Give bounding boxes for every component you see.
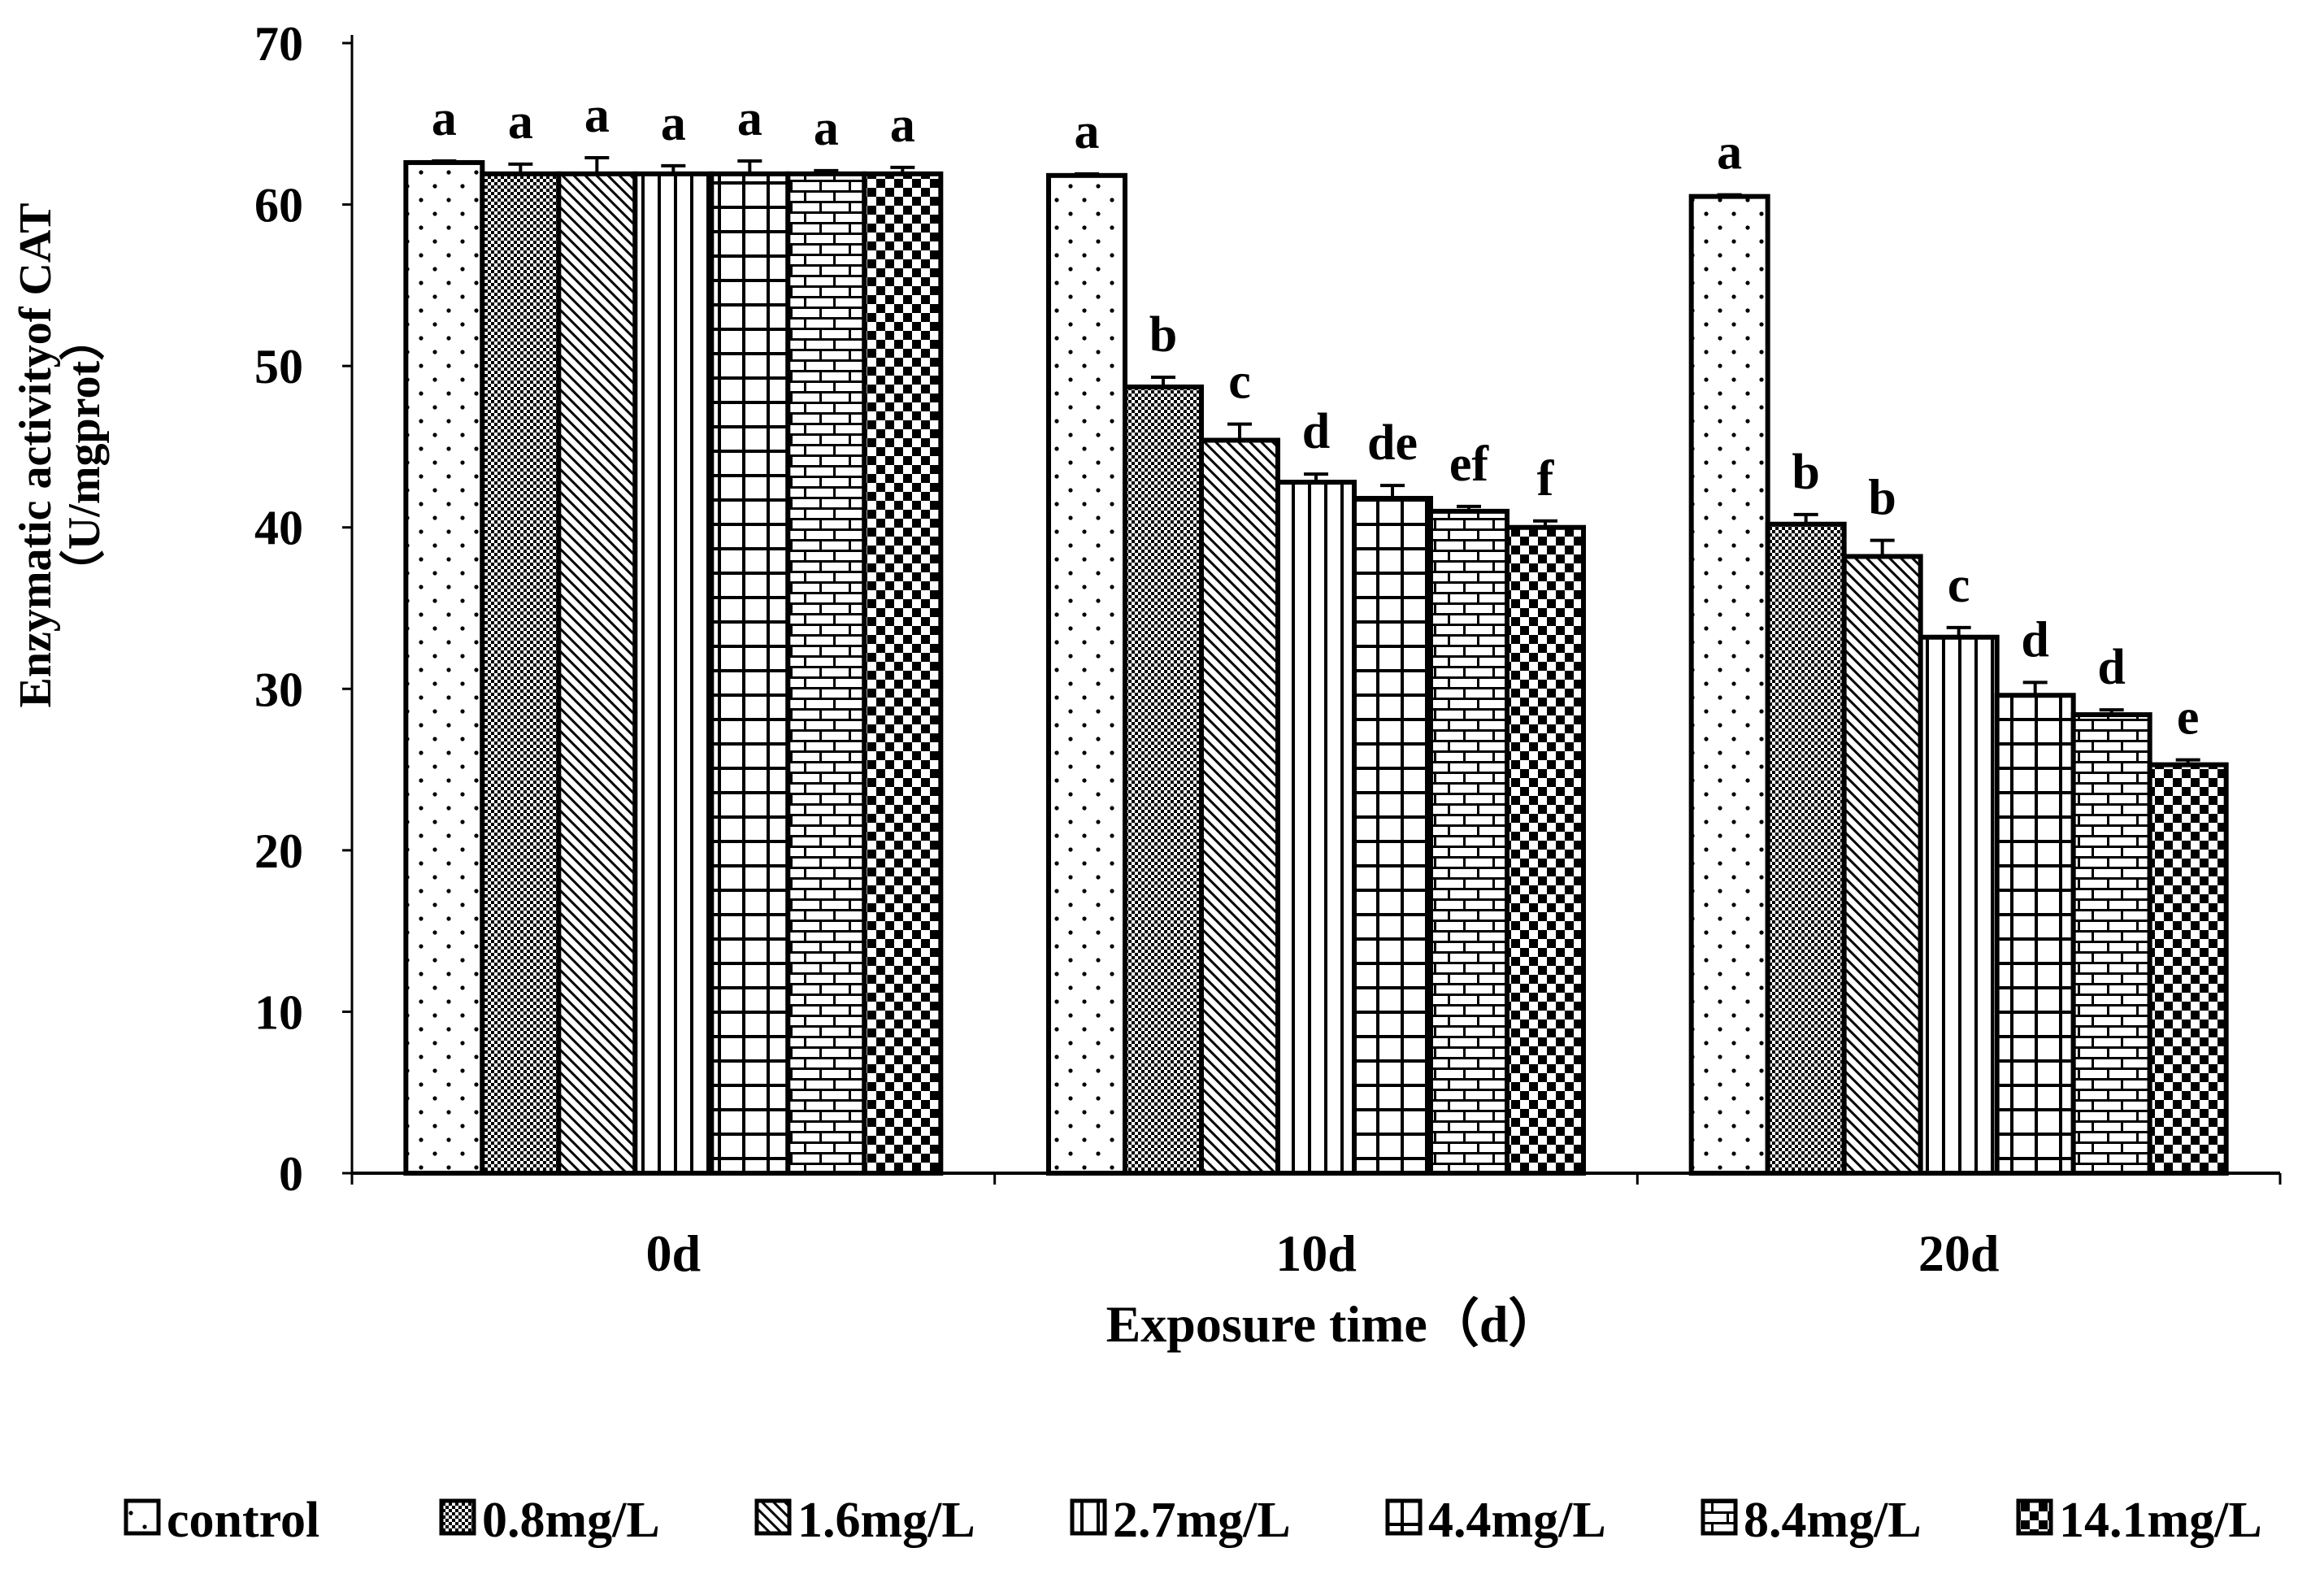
bar [1199, 437, 1280, 1176]
bar [1765, 521, 1847, 1176]
significance-letter: a [814, 101, 839, 156]
bar [2147, 762, 2229, 1176]
bar [1841, 554, 1923, 1176]
bar [1352, 495, 1433, 1176]
bar [1428, 508, 1510, 1176]
significance-letter: a [432, 91, 457, 146]
legend-swatch [1070, 1498, 1107, 1536]
y-tick-label: 40 [254, 502, 303, 555]
significance-letter: b [1149, 307, 1177, 363]
x-tick-label: 20d [1918, 1224, 2000, 1282]
x-axis-title: Exposure time（d） [1106, 1295, 1561, 1353]
x-tick-label: 10d [1275, 1224, 1357, 1282]
y-tick-label: 0 [279, 1147, 303, 1201]
legend-swatch [2016, 1498, 2053, 1536]
significance-letter: a [508, 94, 533, 150]
significance-letter: a [1075, 104, 1100, 159]
y-axis-title-line1: Enzymatic activityof CAT [11, 202, 61, 707]
legend-label: 2.7mg/L [1113, 1493, 1291, 1548]
significance-letter: de [1367, 415, 1418, 471]
y-tick-label: 20 [254, 824, 303, 878]
significance-letter: a [890, 98, 915, 153]
significance-letter: d [2021, 612, 2048, 667]
bar [1505, 524, 1586, 1176]
y-axis-title-line2: （U/mgprot） [59, 315, 110, 595]
significance-letter: c [1948, 558, 1970, 613]
bar [632, 171, 715, 1176]
bar [1918, 634, 2000, 1176]
bar [1994, 693, 2076, 1176]
bar [556, 171, 638, 1176]
bar [709, 171, 791, 1176]
significance-letter: a [1717, 125, 1742, 180]
y-tick-label: 50 [254, 340, 303, 393]
y-tick-label: 60 [254, 179, 303, 233]
significance-letter: b [1792, 445, 1819, 500]
bar [1688, 193, 1770, 1176]
x-tick-label: 0d [646, 1224, 702, 1282]
legend-label: 1.6mg/L [797, 1493, 975, 1548]
significance-letter: a [661, 96, 686, 151]
significance-letter: a [584, 88, 610, 143]
legend-label: 0.8mg/L [482, 1493, 660, 1548]
legend-swatch [124, 1498, 161, 1536]
legend-label: control [167, 1493, 319, 1548]
significance-letter: b [1868, 471, 1896, 526]
significance-letter: e [2177, 690, 2200, 746]
y-tick-label: 10 [254, 985, 303, 1039]
legend-swatch [1701, 1498, 1738, 1536]
bar [862, 171, 944, 1176]
significance-letter: f [1537, 451, 1555, 507]
significance-letter: d [2097, 640, 2125, 695]
y-tick-label: 30 [254, 663, 303, 716]
legend-swatch [439, 1498, 476, 1536]
y-tick-label: 70 [254, 17, 303, 71]
legend-label: 14.1mg/L [2059, 1493, 2262, 1548]
legend-label: 8.4mg/L [1744, 1493, 1922, 1548]
significance-letter: d [1302, 404, 1330, 459]
bar [1275, 480, 1357, 1176]
bar [1046, 172, 1127, 1176]
legend-label: 4.4mg/L [1428, 1493, 1606, 1548]
bar [480, 171, 562, 1176]
significance-letter: ef [1449, 437, 1490, 492]
legend-swatch [754, 1498, 792, 1536]
legend: control 0.8mg/L 1.6mg/L 2.7mg/L 4.4mg/L 8.4mg… [124, 1493, 2262, 1548]
bar [785, 171, 867, 1176]
bar [1123, 384, 1204, 1176]
bar [2070, 712, 2152, 1176]
significance-letter: a [737, 91, 762, 146]
significance-letter: c [1228, 354, 1251, 410]
bar [403, 159, 485, 1176]
legend-swatch [1385, 1498, 1423, 1536]
